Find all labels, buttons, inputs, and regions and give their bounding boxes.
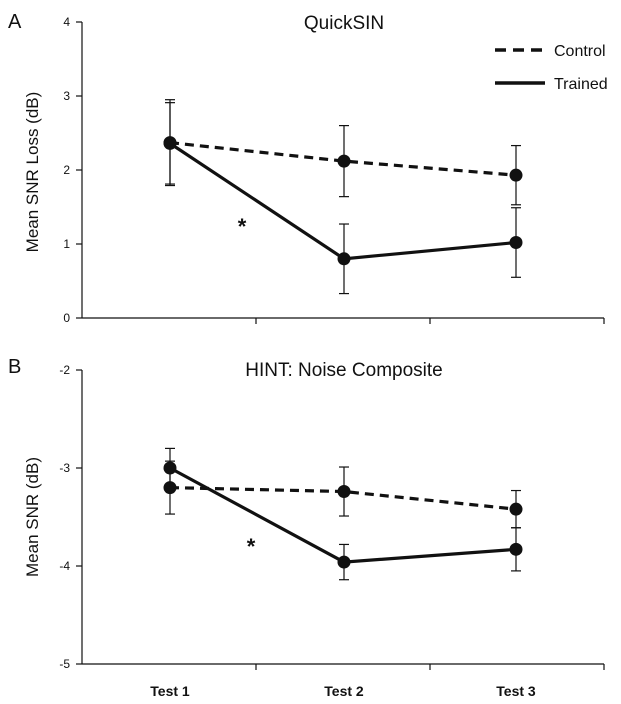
panel-b-y-axis-label: Mean SNR (dB)	[23, 457, 42, 577]
panel-a-y-tick-label: 2	[63, 163, 70, 177]
panel-b-control-point	[509, 502, 523, 516]
panel-b-series	[163, 447, 523, 581]
panel-b-control-point	[337, 485, 351, 499]
panel-a: A QuickSIN Mean SNR Loss (dB) 0 1 2 3 4 * Co…	[8, 11, 608, 325]
panel-b-y-tick-label: -4	[59, 559, 70, 573]
legend-trained-label: Trained	[554, 76, 608, 93]
panel-b-trained-point	[163, 461, 177, 475]
panel-a-x-ticks	[255, 318, 605, 324]
panel-a-y-tick-label: 0	[63, 311, 70, 325]
panel-a-series-control	[163, 99, 523, 206]
panel-a-trained-point	[163, 136, 177, 150]
panel-b-significance-asterisk: *	[247, 534, 256, 559]
panel-b-x-ticks: Test 1 Test 2 Test 3	[150, 664, 605, 699]
panel-a-y-tick-label: 3	[63, 89, 70, 103]
panel-b: B HINT: Noise Composite Mean SNR (dB) -5…	[8, 356, 605, 699]
panel-a-y-axis-label: Mean SNR Loss (dB)	[23, 92, 42, 253]
panel-a-control-point	[509, 168, 523, 182]
panel-b-x-tick-label: Test 3	[496, 683, 536, 699]
panel-a-y-ticks: 0 1 2 3 4	[63, 15, 82, 325]
panel-b-x-tick-label: Test 2	[324, 683, 364, 699]
panel-b-y-tick-label: -2	[59, 363, 70, 377]
panel-b-control-line	[169, 486, 517, 511]
panel-b-trained-point	[509, 542, 523, 556]
panel-b-title: HINT: Noise Composite	[245, 360, 442, 381]
panel-a-control-point	[337, 154, 351, 168]
panel-b-trained-point	[337, 555, 351, 569]
panel-b-letter: B	[8, 356, 21, 378]
legend: Control Trained	[495, 43, 608, 93]
panel-a-trained-point	[509, 236, 523, 250]
panel-b-y-ticks: -5 -4 -3 -2	[59, 363, 82, 671]
panel-b-series-trained	[163, 447, 523, 581]
panel-b-y-tick-label: -3	[59, 461, 70, 475]
panel-a-trained-point	[337, 252, 351, 266]
panel-a-series-trained	[163, 102, 523, 295]
panel-a-significance-asterisk: *	[238, 214, 247, 239]
panel-b-y-tick-label: -5	[59, 657, 70, 671]
panel-a-title: QuickSIN	[304, 13, 384, 34]
panel-a-letter: A	[8, 11, 22, 33]
panel-a-series	[163, 99, 523, 295]
panel-b-trained-line	[169, 466, 517, 564]
panel-b-x-tick-label: Test 1	[150, 683, 190, 699]
panel-a-control-line	[169, 141, 517, 177]
panel-a-y-tick-label: 1	[63, 237, 70, 251]
panel-a-y-tick-label: 4	[63, 15, 70, 29]
legend-control-label: Control	[554, 43, 606, 60]
